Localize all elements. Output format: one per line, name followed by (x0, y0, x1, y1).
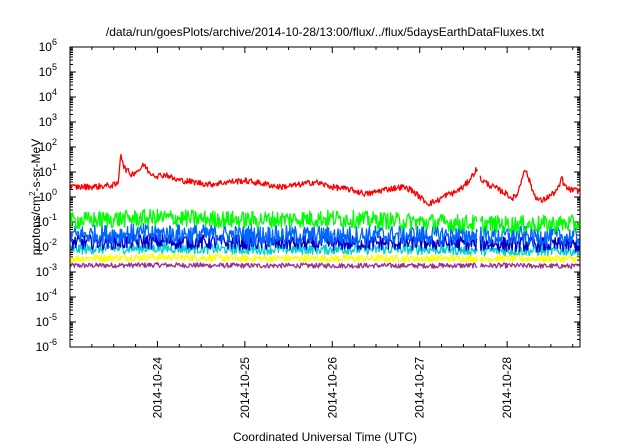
series-line (69, 242, 581, 257)
series-line (69, 222, 581, 248)
y-tick-label: 104 (39, 87, 57, 104)
y-tick-label: 105 (39, 62, 57, 79)
x-axis-label: Coordinated Universal Time (UTC) (233, 430, 417, 444)
y-tick-label: 102 (39, 137, 57, 154)
x-tick-label: 2014-10-25 (238, 357, 252, 419)
y-tick-label: 103 (39, 112, 57, 129)
y-tick-label: 101 (39, 162, 57, 179)
y-tick-label: 10-3 (36, 262, 57, 279)
series-line (69, 252, 581, 264)
series-layer (69, 153, 581, 270)
x-tick-label: 2014-10-27 (413, 357, 427, 419)
series-line (69, 261, 581, 270)
y-tick-label: 100 (39, 187, 57, 204)
chart-title: /data/run/goesPlots/archive/2014-10-28/1… (106, 25, 545, 39)
y-tick-label: 10-2 (36, 237, 57, 254)
y-tick-label: 106 (39, 37, 57, 54)
y-tick-label: 10-1 (36, 212, 57, 229)
x-tick-label: 2014-10-28 (500, 357, 514, 419)
y-axis-label: protons/cm2-s-sr-MeV (28, 139, 43, 255)
x-tick-label: 2014-10-26 (325, 357, 339, 419)
y-axis-ticks: 10-6 10-5 10-4 10-3 10-2 10-1 100 101 102 103 104 1… (36, 37, 580, 354)
series-line (69, 208, 581, 234)
x-tick-label: 2014-10-24 (150, 357, 164, 419)
plot-frame (69, 46, 581, 348)
y-tick-label: 10-6 (36, 337, 57, 354)
y-tick-label: 10-5 (36, 312, 57, 329)
y-tick-label: 10-4 (36, 287, 57, 304)
x-axis-ticks: 2014-10-24 2014-10-25 2014-10-26 2014-10-27… (91, 47, 574, 419)
series-line (69, 153, 581, 207)
